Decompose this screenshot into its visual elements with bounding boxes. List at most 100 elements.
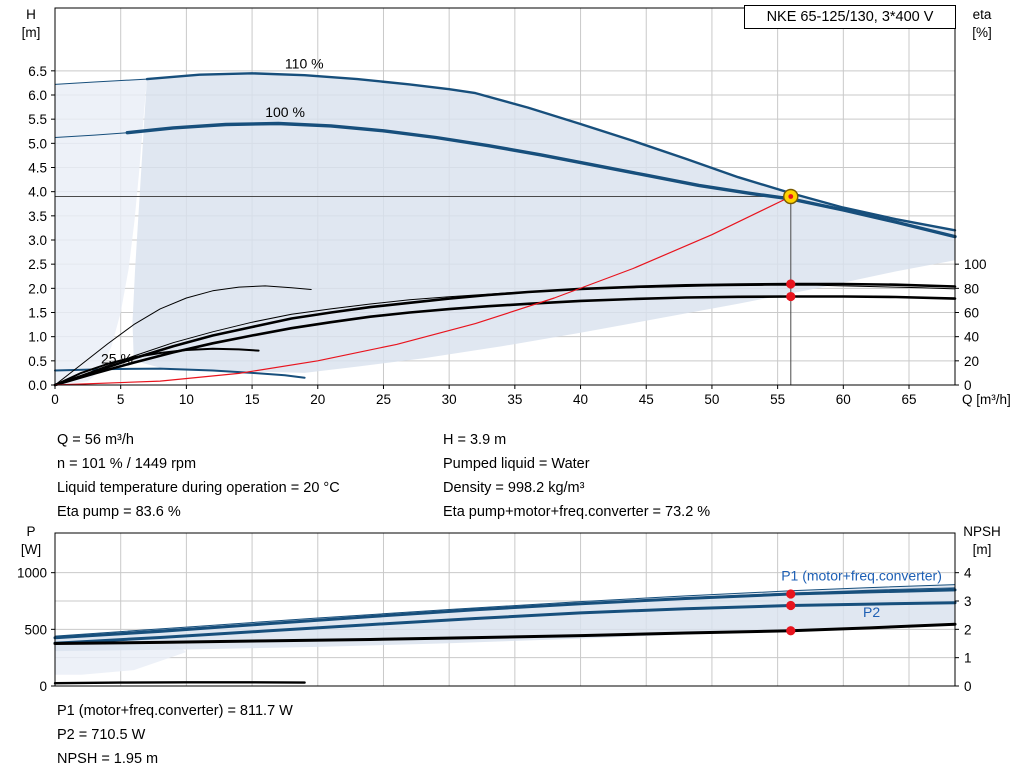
y-tick-label: 2.0 [28, 281, 47, 296]
x-tick-label: 25 [376, 392, 391, 407]
y-tick-label: 3.0 [28, 233, 47, 248]
y2-tick-label: 4 [964, 566, 972, 581]
operating-data-left-column: Q = 56 m³/h n = 101 % / 1449 rpm Liquid … [57, 428, 443, 524]
y-tick-label: 2.5 [28, 257, 47, 272]
y2-tick-label: 40 [964, 330, 979, 345]
pump-model-label: NKE 65-125/130, 3*400 V [766, 9, 934, 25]
p1-curve [53, 588, 957, 640]
speed-curve-110 [145, 72, 957, 232]
npsh-curve [53, 622, 957, 645]
speed-curve-100 [125, 121, 957, 239]
y-tick-label: 4.0 [28, 185, 47, 200]
x-tick-label: 50 [704, 392, 719, 407]
eta-pump-point [786, 279, 796, 289]
x-tick-label: 35 [507, 392, 522, 407]
y-tick-label: 0.0 [28, 378, 47, 393]
plot-border [54, 532, 956, 687]
y-tick-label: 500 [24, 622, 47, 637]
hq-chart-area: 0 5 10 15 20 25 30 35 40 45 50 55 60 65 0.0 0.5 1.0 1.5 2.… [22, 5, 1011, 407]
operating-data-block: Q = 56 m³/h n = 101 % / 1449 rpm Liquid … [57, 428, 710, 524]
p1-label: P1 (motor+freq.converter) [781, 568, 942, 584]
x-axis-label: Q [m³/h] [962, 392, 1011, 407]
x-tick-label: 20 [310, 392, 325, 407]
y-tick-label: 0.5 [28, 354, 47, 369]
eta-curve-thin-a [54, 285, 312, 386]
duty-point-center [788, 194, 794, 199]
plot-border [54, 7, 956, 386]
eta-total-curve [53, 295, 957, 387]
affinity-parabola [54, 195, 792, 386]
info-pumped-liquid: Pumped liquid = Water [443, 456, 590, 472]
y2-tick-label: 1 [964, 651, 972, 666]
operating-range-light [55, 78, 147, 385]
y-tick-label: 0 [39, 679, 47, 694]
info-p2: P2 = 710.5 W [57, 727, 146, 743]
p2-25-curve [53, 681, 306, 685]
y-tick-label: 5.5 [28, 112, 47, 127]
eta-pump-curve [53, 282, 957, 387]
info-liquid-temperature: Liquid temperature during operation = 20… [57, 480, 340, 496]
speed-curve-110-ext [54, 78, 148, 85]
x-tick-label: 45 [639, 392, 654, 407]
speed-label-100: 100 % [265, 104, 305, 120]
y-tick-label: 6.5 [28, 64, 47, 79]
info-head: H = 3.9 m [443, 432, 507, 448]
power-npsh-chart-area: 0 500 1000 0 1 2 3 4 P [W] NPSH [m] P1 (motor+freq.c… [0, 520, 1024, 700]
y2-tick-label: 60 [964, 306, 979, 321]
info-eta-total: Eta pump+motor+freq.converter = 73.2 % [443, 504, 711, 520]
p1-point [786, 589, 796, 599]
power-data-block: P1 (motor+freq.converter) = 811.7 W P2 =… [57, 699, 293, 771]
speed-label-110: 110 % [285, 55, 324, 71]
x-tick-label: 60 [836, 392, 851, 407]
y2-tick-label: 80 [964, 281, 979, 296]
x-tick-label: 5 [117, 392, 125, 407]
eta-curve-thin-b [54, 284, 956, 386]
x-tick-label: 10 [179, 392, 194, 407]
y-axis-label: P [26, 524, 35, 539]
x-tick-label: 15 [245, 392, 260, 407]
y-axis-label: [W] [21, 542, 41, 557]
y2-tick-label: 2 [964, 622, 972, 637]
y-tick-label: 1.0 [28, 330, 47, 345]
info-eta-pump: Eta pump = 83.6 % [57, 504, 181, 520]
npsh-point [786, 626, 796, 636]
info-flow: Q = 56 m³/h [57, 432, 134, 448]
power-envelope-top [54, 584, 956, 637]
hq-chart-canvas: 0 5 10 15 20 25 30 35 40 45 50 55 60 65 0.0 0.5 1.0 1.5 2.… [22, 7, 1011, 407]
x-tick-label: 30 [442, 392, 457, 407]
y-tick-label: 1.5 [28, 306, 47, 321]
y-axis-label: [m] [22, 25, 41, 40]
info-speed: n = 101 % / 1449 rpm [57, 456, 197, 472]
pump-model-box: NKE 65-125/130, 3*400 V [744, 5, 956, 29]
y2-axis-label: eta [973, 7, 992, 22]
y-tick-label: 5.0 [28, 136, 47, 151]
operating-data-right-column: H = 3.9 m Pumped liquid = Water Density … [443, 428, 710, 524]
y-axis-label: H [26, 7, 36, 22]
p2-label: P2 [863, 604, 880, 620]
y2-tick-label: 3 [964, 594, 972, 609]
y2-axis-label: [m] [973, 542, 992, 557]
eta-total-point [786, 291, 796, 302]
info-p1: P1 (motor+freq.converter) = 811.7 W [57, 703, 293, 719]
y2-tick-label: 20 [964, 354, 979, 369]
x-tick-label: 55 [770, 392, 785, 407]
y2-tick-label: 0 [964, 378, 972, 393]
y-tick-label: 3.5 [28, 209, 47, 224]
x-tick-label: 0 [51, 392, 59, 407]
speed-label-25: 25 % [101, 350, 133, 366]
y2-axis-label: [%] [972, 25, 992, 40]
speed-curve-100-ext [54, 132, 128, 138]
p2-point [786, 600, 796, 611]
x-tick-label: 40 [573, 392, 588, 407]
y-tick-label: 4.5 [28, 161, 47, 176]
eta-curve-25 [54, 347, 260, 386]
power-npsh-chart-canvas: 0 500 1000 0 1 2 3 4 P [W] NPSH [m] P1 (motor+freq.c… [17, 524, 1001, 694]
info-npsh: NPSH = 1.95 m [57, 751, 159, 767]
x-tick-label: 65 [901, 392, 916, 407]
y2-tick-label: 100 [964, 257, 987, 272]
y2-tick-label: 0 [964, 679, 972, 694]
y-tick-label: 1000 [17, 566, 47, 581]
y-tick-label: 6.0 [28, 88, 47, 103]
y2-axis-label: NPSH [963, 524, 1001, 539]
